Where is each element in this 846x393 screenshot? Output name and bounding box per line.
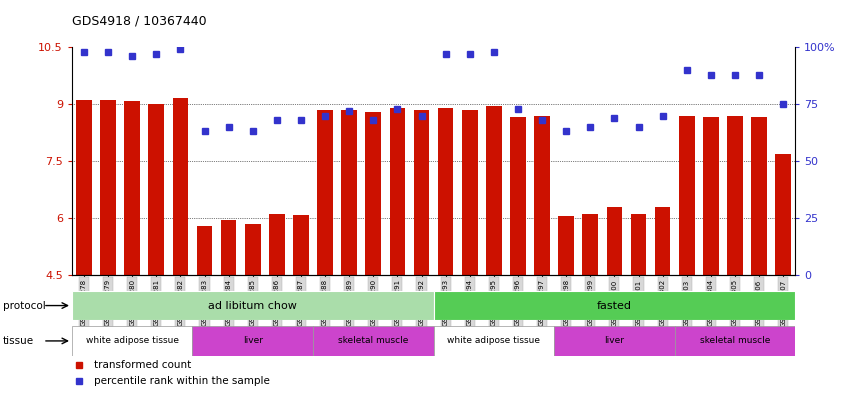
Bar	[341, 110, 357, 275]
Bar	[433, 326, 554, 356]
Bar	[751, 118, 767, 275]
Text: percentile rank within the sample: percentile rank within the sample	[94, 376, 270, 386]
Text: skeletal muscle: skeletal muscle	[700, 336, 770, 345]
Bar	[313, 326, 433, 356]
Text: liver: liver	[243, 336, 263, 345]
Text: white adipose tissue: white adipose tissue	[448, 336, 541, 345]
Bar	[414, 110, 430, 275]
Text: skeletal muscle: skeletal muscle	[338, 336, 409, 345]
Bar	[554, 326, 674, 356]
Bar	[486, 106, 502, 275]
Bar	[582, 214, 598, 275]
Bar	[293, 215, 309, 275]
Text: liver: liver	[604, 336, 624, 345]
Bar	[558, 216, 574, 275]
Bar	[244, 224, 261, 275]
Bar	[534, 116, 550, 275]
Text: fasted: fasted	[597, 301, 632, 310]
Bar	[389, 108, 405, 275]
Bar	[269, 213, 285, 275]
Bar	[674, 326, 795, 356]
Bar	[173, 98, 189, 275]
Bar	[221, 220, 237, 275]
Bar	[148, 104, 164, 275]
Text: ad libitum chow: ad libitum chow	[208, 301, 297, 310]
Bar	[196, 226, 212, 275]
Text: tissue: tissue	[3, 336, 34, 346]
Bar	[775, 154, 791, 275]
Text: protocol: protocol	[3, 301, 46, 310]
Bar	[317, 110, 333, 275]
Bar	[727, 116, 743, 275]
Bar	[433, 291, 795, 320]
Bar	[72, 326, 192, 356]
Text: GDS4918 / 10367440: GDS4918 / 10367440	[72, 15, 206, 28]
Bar	[100, 99, 116, 275]
Bar	[437, 108, 453, 275]
Bar	[510, 118, 526, 275]
Bar	[365, 112, 382, 275]
Bar	[655, 207, 671, 275]
Bar	[607, 207, 623, 275]
Bar	[124, 101, 140, 275]
Bar	[703, 118, 719, 275]
Bar	[76, 99, 92, 275]
Text: transformed count: transformed count	[94, 360, 191, 371]
Bar	[462, 110, 478, 275]
Text: white adipose tissue: white adipose tissue	[85, 336, 179, 345]
Bar	[630, 214, 646, 275]
Bar	[678, 116, 695, 275]
Bar	[72, 291, 433, 320]
Bar	[192, 326, 313, 356]
